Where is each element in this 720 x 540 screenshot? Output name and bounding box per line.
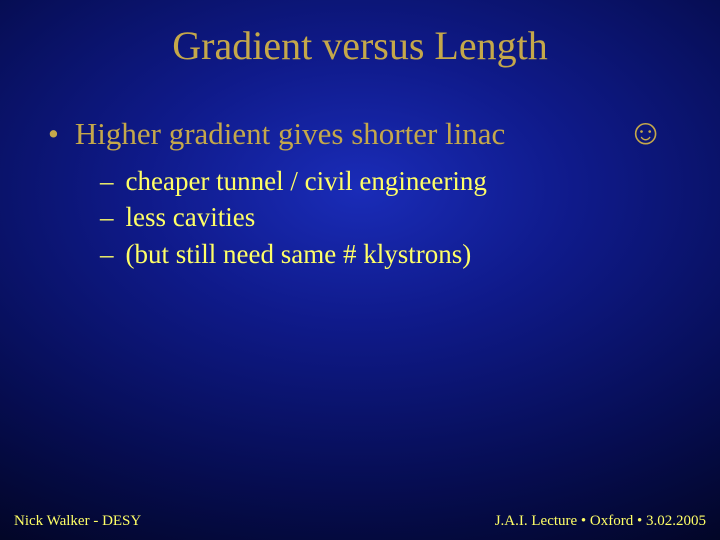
sub-bullet-text: (but still need same # klystrons): [126, 236, 472, 272]
slide-content: • Higher gradient gives shorter linac ☺ …: [0, 69, 720, 272]
sub-bullet-item: – cheaper tunnel / civil engineering: [100, 163, 672, 199]
sub-bullet-text: cheaper tunnel / civil engineering: [126, 163, 487, 199]
slide-footer: Nick Walker - DESY J.A.I. Lecture • Oxfo…: [0, 513, 720, 530]
sub-bullet-item: – less cavities: [100, 199, 672, 235]
footer-venue: J.A.I. Lecture • Oxford • 3.02.2005: [495, 513, 706, 530]
footer-author: Nick Walker - DESY: [14, 513, 141, 530]
sub-bullet-text: less cavities: [126, 199, 256, 235]
dash-icon: –: [100, 163, 114, 199]
main-bullet-row: • Higher gradient gives shorter linac ☺: [48, 111, 672, 153]
dash-icon: –: [100, 199, 114, 235]
slide-title: Gradient versus Length: [0, 0, 720, 69]
bullet-dot-icon: •: [48, 116, 59, 152]
main-bullet-text: Higher gradient gives shorter linac: [75, 116, 505, 152]
dash-icon: –: [100, 236, 114, 272]
main-bullet: • Higher gradient gives shorter linac: [48, 116, 505, 152]
smiley-icon: ☺: [627, 111, 672, 153]
sub-bullet-item: – (but still need same # klystrons): [100, 236, 672, 272]
sub-bullet-list: – cheaper tunnel / civil engineering – l…: [48, 153, 672, 272]
